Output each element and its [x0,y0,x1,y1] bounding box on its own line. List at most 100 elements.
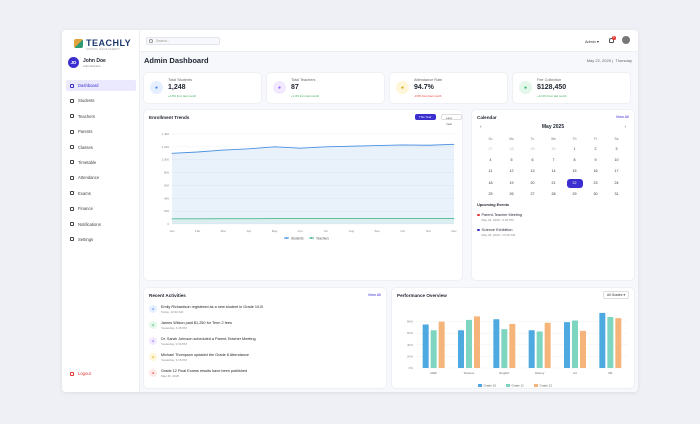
logout-button[interactable]: Logout [70,371,91,376]
calendar-day[interactable]: 28 [501,144,522,155]
bar[interactable] [458,330,464,368]
event-item[interactable]: Science Exhibition May 26, 2025 • 10:00 A… [477,228,515,237]
bar[interactable] [422,324,429,369]
calendar-day[interactable]: 29 [522,144,543,155]
calendar-day[interactable]: 7 [543,155,564,166]
bar[interactable] [501,329,508,368]
stat-card[interactable]: ● Attendance Rate 94.7% -0.8% from last mon… [390,73,507,103]
sidebar-item-settings[interactable]: Settings [66,234,136,245]
calendar-day[interactable]: 8 [564,155,585,166]
stat-card[interactable]: ● Total Teachers 87 +1.4% from last month [267,73,384,103]
sidebar-item-notifications[interactable]: Notifications [66,219,136,230]
stat-card[interactable]: ● Fee Collection $128,450 +12.3% from last … [513,73,630,103]
top-avatar[interactable] [622,36,630,44]
calendar-day[interactable]: 16 [585,166,606,177]
calendar-day[interactable]: 23 [585,178,606,189]
x-tick-label: Jun [298,229,303,233]
sidebar-item-label: Classes [78,144,93,150]
next-month-icon[interactable]: › [624,124,627,129]
user-profile[interactable]: JD John Doe Administrator [68,57,106,68]
activity-item[interactable]: ● Dr. Sarah Johnson scheduled a Parent-Te… [149,337,256,350]
calendar-day-selected[interactable]: 22 [564,178,585,189]
last-year-toggle[interactable]: Last Year [441,114,462,126]
stat-delta: +1.4% from last month [291,94,320,98]
calendar-day[interactable]: 3 [606,144,627,155]
stat-delta: +2.5% from last month [168,94,197,98]
calendar-day[interactable]: 19 [501,178,522,189]
stat-card[interactable]: ● Total Students 1,248 +2.5% from last mont… [144,73,261,103]
bar[interactable] [580,330,586,368]
x-tick-label: Oct [400,229,405,233]
prev-month-icon[interactable]: ‹ [480,124,482,129]
calendar-day[interactable]: 4 [480,155,501,166]
bar[interactable] [474,316,480,368]
bar[interactable] [615,318,622,368]
sidebar-item-students[interactable]: Students [66,95,136,106]
bar[interactable] [493,319,500,368]
calendar-day[interactable]: 28 [543,189,564,200]
calendar-day[interactable]: 24 [606,178,627,189]
brand-logo[interactable]: TEACHLY [74,38,131,48]
sidebar-item-timetable[interactable]: Timetable [66,157,136,168]
calendar-day[interactable]: 9 [585,155,606,166]
search-input[interactable]: Search... [146,37,220,45]
calendar-day[interactable]: 27 [522,189,543,200]
calendar-day[interactable]: 12 [501,166,522,177]
sidebar-item-dashboard[interactable]: Dashboard [66,80,136,91]
bar[interactable] [430,330,437,368]
calendar-day[interactable]: 30 [543,144,564,155]
legend-label[interactable]: Teachers [316,236,329,240]
bar[interactable] [564,322,570,368]
calendar-day[interactable]: 25 [480,189,501,200]
data-point [222,218,224,220]
calendar-day[interactable]: 21 [543,178,564,189]
calendar-day[interactable]: 13 [522,166,543,177]
calendar-day[interactable]: 17 [606,166,627,177]
calendar-view-all[interactable]: View All [615,115,629,119]
event-item[interactable]: Parent-Teacher Meeting May 23, 2025 • 3:0… [477,213,522,222]
calendar-day[interactable]: 11 [480,166,501,177]
bar[interactable] [572,320,578,368]
bar[interactable] [607,316,614,368]
activity-item[interactable]: ● James Wilson paid $1,250 for Term 2 fee… [149,321,232,334]
activity-item[interactable]: ● Emily Richardson registered as a new st… [149,305,263,318]
calendar-day[interactable]: 2 [585,144,606,155]
legend-label[interactable]: Grade 11 [512,384,525,388]
calendar-day[interactable]: 29 [564,189,585,200]
calendar-day[interactable]: 27 [480,144,501,155]
bar[interactable] [438,321,445,368]
calendar-day[interactable]: 31 [606,189,627,200]
calendar-day[interactable]: 10 [606,155,627,166]
sidebar-item-attendance[interactable]: Attendance [66,172,136,183]
calendar-day[interactable]: 20 [522,178,543,189]
bar[interactable] [536,331,543,368]
sidebar-item-classes[interactable]: Classes [66,142,136,153]
bar[interactable] [509,323,516,368]
this-year-toggle[interactable]: This Year [415,114,436,120]
calendar-day[interactable]: 26 [501,189,522,200]
admin-menu[interactable]: Admin ▾ [585,40,599,44]
legend-label[interactable]: Grade 10 [484,384,497,388]
calendar-day[interactable]: 18 [480,178,501,189]
bar[interactable] [544,322,551,368]
activities-view-all[interactable]: View All [367,293,381,297]
sidebar-item-parents[interactable]: Parents [66,126,136,137]
calendar-day[interactable]: 14 [543,166,564,177]
legend-label[interactable]: Students [291,236,304,240]
bell-icon[interactable] [609,38,614,43]
legend-label[interactable]: Grade 12 [540,384,553,388]
bar[interactable] [599,312,606,368]
grade-filter-select[interactable]: All Grades ▾ [603,291,629,299]
sidebar-item-teachers[interactable]: Teachers [66,111,136,122]
activity-item[interactable]: ● Michael Thompson updated the Grade 8 At… [149,353,249,366]
sidebar-item-finance[interactable]: Finance [66,203,136,214]
sidebar-item-exams[interactable]: Exams [66,188,136,199]
bar[interactable] [466,319,472,368]
calendar-day[interactable]: 1 [564,144,585,155]
calendar-day[interactable]: 6 [522,155,543,166]
calendar-day[interactable]: 30 [585,189,606,200]
calendar-day[interactable]: 15 [564,166,585,177]
activity-item[interactable]: ● Grade 12 Final Exams results have been … [149,369,247,382]
calendar-day[interactable]: 5 [501,155,522,166]
bar[interactable] [528,330,535,368]
